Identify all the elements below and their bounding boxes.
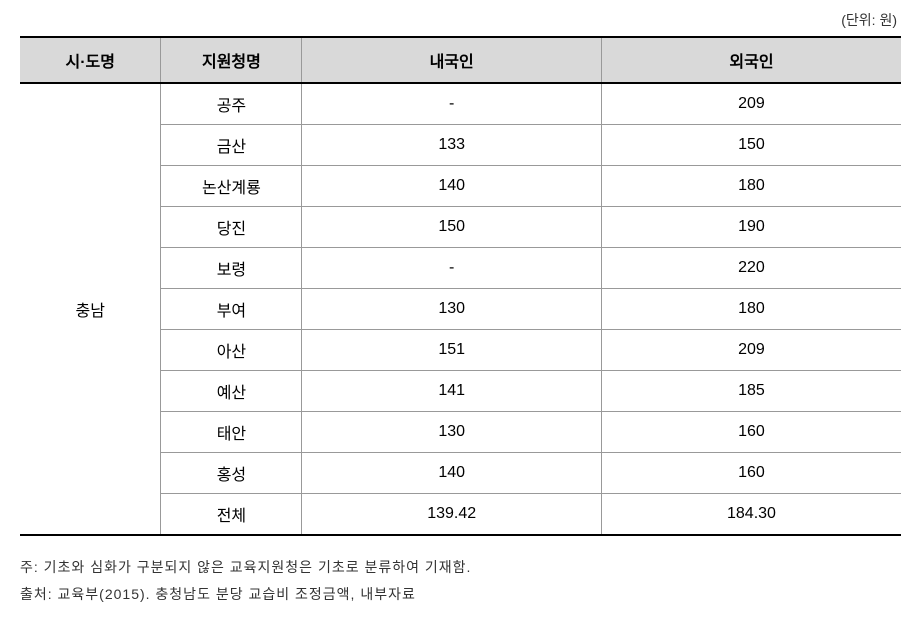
office-cell: 전체 bbox=[161, 494, 302, 536]
foreign-cell: 209 bbox=[601, 330, 901, 371]
domestic-cell: 140 bbox=[302, 166, 602, 207]
notes-section: 주: 기초와 심화가 구분되지 않은 교육지원청은 기초로 분류하여 기재함. … bbox=[20, 554, 901, 607]
foreign-cell: 180 bbox=[601, 166, 901, 207]
table-header-row: 시·도명 지원청명 내국인 외국인 bbox=[20, 37, 901, 83]
note-line: 출처: 교육부(2015). 충청남도 분당 교습비 조정금액, 내부자료 bbox=[20, 581, 901, 608]
domestic-cell: 150 bbox=[302, 207, 602, 248]
domestic-cell: 133 bbox=[302, 125, 602, 166]
col-header-domestic: 내국인 bbox=[302, 37, 602, 83]
foreign-cell: 184.30 bbox=[601, 494, 901, 536]
foreign-cell: 220 bbox=[601, 248, 901, 289]
note-line: 주: 기초와 심화가 구분되지 않은 교육지원청은 기초로 분류하여 기재함. bbox=[20, 554, 901, 581]
foreign-cell: 209 bbox=[601, 83, 901, 125]
domestic-cell: 130 bbox=[302, 289, 602, 330]
office-cell: 부여 bbox=[161, 289, 302, 330]
foreign-cell: 160 bbox=[601, 412, 901, 453]
domestic-cell: 141 bbox=[302, 371, 602, 412]
office-cell: 논산계룡 bbox=[161, 166, 302, 207]
foreign-cell: 150 bbox=[601, 125, 901, 166]
office-cell: 예산 bbox=[161, 371, 302, 412]
foreign-cell: 190 bbox=[601, 207, 901, 248]
fee-table: 시·도명 지원청명 내국인 외국인 충남공주-209금산133150논산계룡14… bbox=[20, 36, 901, 536]
foreign-cell: 185 bbox=[601, 371, 901, 412]
office-cell: 당진 bbox=[161, 207, 302, 248]
col-header-province: 시·도명 bbox=[20, 37, 161, 83]
province-cell: 충남 bbox=[20, 83, 161, 535]
domestic-cell: 139.42 bbox=[302, 494, 602, 536]
table-row: 충남공주-209 bbox=[20, 83, 901, 125]
office-cell: 태안 bbox=[161, 412, 302, 453]
office-cell: 금산 bbox=[161, 125, 302, 166]
unit-label: (단위: 원) bbox=[20, 10, 901, 30]
domestic-cell: 140 bbox=[302, 453, 602, 494]
domestic-cell: - bbox=[302, 83, 602, 125]
foreign-cell: 160 bbox=[601, 453, 901, 494]
office-cell: 보령 bbox=[161, 248, 302, 289]
domestic-cell: 151 bbox=[302, 330, 602, 371]
office-cell: 홍성 bbox=[161, 453, 302, 494]
office-cell: 공주 bbox=[161, 83, 302, 125]
domestic-cell: 130 bbox=[302, 412, 602, 453]
office-cell: 아산 bbox=[161, 330, 302, 371]
foreign-cell: 180 bbox=[601, 289, 901, 330]
col-header-foreign: 외국인 bbox=[601, 37, 901, 83]
col-header-office: 지원청명 bbox=[161, 37, 302, 83]
domestic-cell: - bbox=[302, 248, 602, 289]
table-body: 충남공주-209금산133150논산계룡140180당진150190보령-220… bbox=[20, 83, 901, 535]
